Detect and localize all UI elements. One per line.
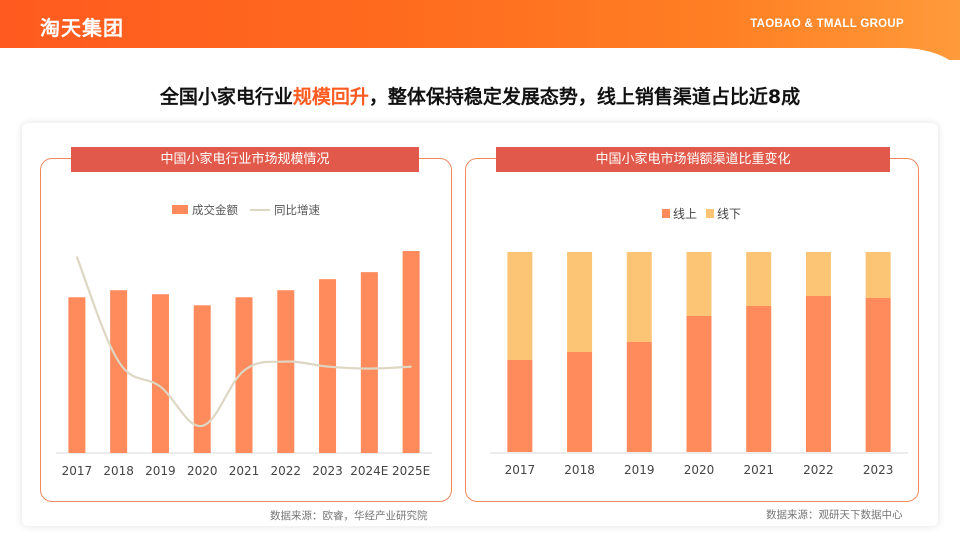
bar-2025E xyxy=(402,251,420,453)
growth-point-2020 xyxy=(201,425,204,427)
x-tick-label: 2019 xyxy=(145,464,176,478)
x-tick-label: 2023 xyxy=(863,463,894,477)
market-size-panel-title: 中国小家电行业市场规模情况 xyxy=(71,147,419,172)
growth-point-2024E xyxy=(368,367,371,370)
growth-rate-line xyxy=(75,256,412,427)
bar-offline-2021 xyxy=(746,252,772,306)
bar-online-2021 xyxy=(746,306,772,452)
bar-2018 xyxy=(110,290,128,453)
x-tick-label: 2022 xyxy=(803,463,834,477)
legend-label-offline: 线下 xyxy=(717,207,741,221)
bar-2024E xyxy=(360,272,378,453)
bar-offline-2023 xyxy=(865,252,891,298)
x-tick-label: 2017 xyxy=(505,463,536,477)
channel-share-source: 数据来源：观研天下数据中心 xyxy=(766,509,903,521)
x-tick-label: 2024E xyxy=(350,464,388,478)
growth-point-2017 xyxy=(76,256,78,258)
headline-text-b: ，整体保持稳定发展态势，线上销售渠道占比近8成 xyxy=(368,86,801,108)
growth-point-2021 xyxy=(243,369,245,372)
growth-point-2022 xyxy=(284,360,287,363)
channel-share-panel-title: 中国小家电市场销额渠道比重变化 xyxy=(496,147,890,172)
bar-offline-2019 xyxy=(626,252,652,342)
x-tick-label: 2025E xyxy=(392,464,430,478)
bar-offline-2017 xyxy=(507,252,533,360)
legend-swatch-bar xyxy=(172,205,188,214)
banner-swoosh xyxy=(0,48,960,88)
bar-online-2018 xyxy=(567,352,593,452)
x-tick-label: 2023 xyxy=(312,464,343,478)
legend-label-online: 线上 xyxy=(673,207,697,221)
bar-offline-2022 xyxy=(805,252,831,296)
legend-swatch-online xyxy=(662,209,670,218)
bar-online-2017 xyxy=(507,360,533,452)
x-tick-label: 2017 xyxy=(62,464,93,478)
x-tick-label: 2021 xyxy=(743,463,774,477)
bar-2022 xyxy=(277,290,295,453)
bar-online-2019 xyxy=(626,342,652,452)
bar-offline-2020 xyxy=(686,252,712,316)
x-tick-label: 2020 xyxy=(684,463,715,477)
growth-point-2019 xyxy=(159,385,162,388)
page-headline: 全国小家电行业规模回升，整体保持稳定发展态势，线上销售渠道占比近8成 xyxy=(0,82,960,109)
x-tick-label: 2021 xyxy=(229,464,260,478)
growth-point-2018 xyxy=(117,360,120,363)
legend-label-bar: 成交金额 xyxy=(192,203,238,217)
headline-text-a: 全国小家电行业 xyxy=(159,86,293,108)
x-tick-label: 2018 xyxy=(564,463,595,477)
bar-online-2020 xyxy=(686,316,712,452)
legend-swatch-offline xyxy=(706,209,714,218)
x-tick-label: 2019 xyxy=(624,463,655,477)
legend-label-line: 同比增速 xyxy=(274,203,320,217)
bar-online-2023 xyxy=(865,298,891,452)
headline-highlight: 规模回升 xyxy=(292,86,369,108)
brand-logo-cn: 淘天集团 xyxy=(40,16,124,40)
bar-2021 xyxy=(235,297,253,453)
x-tick-label: 2020 xyxy=(187,464,218,478)
bar-2017 xyxy=(68,297,86,453)
brand-logo-en: TAOBAO & TMALL GROUP xyxy=(750,18,904,30)
market-size-source: 数据来源：欧睿，华经产业研究院 xyxy=(270,510,428,522)
x-tick-label: 2018 xyxy=(103,464,134,478)
bar-2019 xyxy=(151,294,169,453)
x-tick-label: 2022 xyxy=(271,464,302,478)
bar-online-2022 xyxy=(805,296,831,452)
bar-offline-2018 xyxy=(567,252,593,352)
growth-point-2023 xyxy=(326,365,329,368)
growth-point-2025E xyxy=(410,365,412,368)
bar-2020 xyxy=(193,305,211,453)
